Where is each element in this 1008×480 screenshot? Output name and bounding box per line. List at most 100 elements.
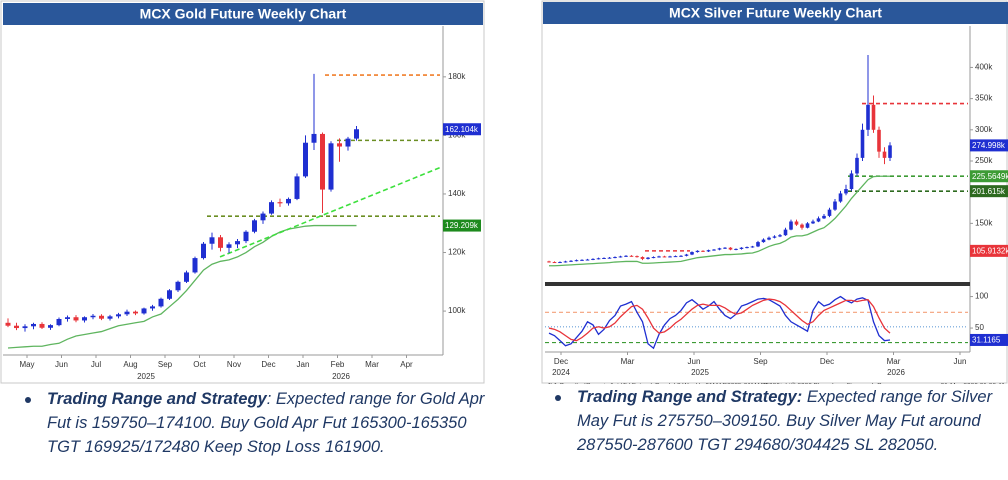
note-lead: Trading Range and Strategy: (577, 388, 803, 406)
price-tag-label: 31.1165 (972, 336, 1001, 345)
charts: MCX Gold Future Weekly Chart 100k 120k 140k… (0, 0, 1008, 384)
candle-body (158, 298, 164, 307)
x-year-label: 2026 (332, 372, 350, 381)
y-tick-label: 150k (975, 218, 993, 227)
candle-body (860, 129, 865, 158)
candle-body (607, 257, 612, 259)
candle-body (209, 237, 215, 244)
candle-body (574, 260, 579, 262)
x-year-label: 2025 (137, 372, 155, 381)
price-tag-label: 274.998k (972, 141, 1006, 150)
candle-body (150, 306, 155, 309)
candle-body (303, 142, 308, 177)
x-tick-label: Jun (954, 357, 967, 366)
x-tick-label: Mar (887, 357, 901, 366)
footer-text: Copyright© 2026 Bloomberg Finance L.P. (763, 382, 883, 384)
candle-body (827, 209, 832, 216)
candle-body (849, 173, 854, 190)
x-tick-label: Feb (331, 360, 345, 369)
candle-body (591, 258, 595, 260)
note-text: Expected range for Silver May Fut is 275… (577, 388, 993, 454)
candle-body (794, 221, 799, 225)
candle-body (56, 318, 62, 326)
candle-body (734, 248, 738, 250)
candle-body (31, 323, 36, 327)
candle-body (871, 104, 876, 130)
candle-body (116, 314, 121, 317)
price-tag (970, 139, 1008, 152)
y-tick-label: 140k (448, 189, 466, 198)
support-line (7, 224, 357, 349)
candle-body (712, 249, 716, 251)
price-tag-label: 162.104k (445, 125, 479, 134)
candle-body (805, 223, 810, 228)
candle-body (269, 202, 274, 214)
gold-panel (0, 0, 485, 384)
x-tick-label: Dec (261, 360, 275, 369)
candle-body (855, 157, 859, 174)
candle-body (328, 143, 334, 190)
candle-body (563, 261, 568, 263)
y-tick-label: 400k (975, 63, 993, 72)
candle-body (761, 239, 766, 243)
silver-panel (541, 0, 1008, 384)
footer-text: JL1 Comdty (Generic 1st 'JL' Future) Can… (547, 383, 780, 384)
x-year-label: 2024 (552, 368, 570, 377)
price-tag (443, 219, 481, 232)
x-tick-label: Oct (193, 360, 206, 369)
candle-body (772, 236, 777, 238)
x-tick-label: Jan (297, 360, 310, 369)
candle-body (124, 311, 130, 315)
price-tag (970, 170, 1008, 183)
note-text: : Expected range for Gold Apr Fut is 159… (47, 390, 485, 456)
chart-title: MCX Gold Future Weekly Chart (140, 6, 347, 22)
candle-body (877, 129, 881, 152)
price-tag (970, 185, 1008, 198)
y-tick-label: 250k (975, 156, 993, 165)
support-line (549, 175, 890, 267)
title-bar (543, 2, 1008, 24)
x-tick-label: Sep (158, 360, 173, 369)
y-tick-label: 100k (448, 306, 466, 315)
candle-body (286, 198, 291, 204)
price-tag (970, 333, 1008, 346)
price-tag-label: 105.9132k (972, 246, 1008, 255)
candle-body (739, 247, 744, 249)
x-tick-label: Nov (227, 360, 241, 369)
x-tick-label: Jul (91, 360, 101, 369)
candle-body (668, 256, 672, 258)
candle-body (22, 326, 28, 329)
candle-body (260, 213, 266, 221)
candle-body (888, 145, 892, 158)
chart-title: MCX Silver Future Weekly Chart (669, 5, 882, 21)
candle-body (838, 193, 843, 202)
candle-body (175, 281, 181, 291)
x-tick-label: May (19, 360, 34, 369)
footer-text: 01-Mar-2026 01:06:41 (941, 383, 1006, 384)
x-year-label: 2026 (887, 368, 905, 377)
price-tag-label: 129.209k (445, 221, 479, 230)
candle-body (640, 257, 645, 259)
price-tag-label: 225.5649k (972, 172, 1008, 181)
candle-body (723, 247, 727, 249)
candle-body (337, 143, 342, 147)
candle-body (596, 258, 601, 260)
candle-body (585, 259, 590, 261)
candle-body (252, 220, 257, 232)
gold-note: Trading Range and Strategy: Expected ran… (47, 387, 487, 459)
x-year-label: 2025 (691, 368, 709, 377)
candle-body (706, 250, 711, 252)
candle-body (39, 323, 45, 328)
candle-body (783, 229, 788, 236)
candle-body (624, 255, 628, 257)
bullet (25, 397, 31, 403)
candle-body (141, 308, 147, 314)
candle-body (646, 257, 650, 259)
candle-body (690, 252, 694, 255)
candle-body (277, 202, 283, 204)
candle-body (844, 189, 848, 194)
silver-note: Trading Range and Strategy: Expected ran… (577, 385, 1008, 457)
candle-body (811, 221, 815, 224)
candle-body (73, 317, 79, 321)
candle-body (778, 235, 782, 237)
